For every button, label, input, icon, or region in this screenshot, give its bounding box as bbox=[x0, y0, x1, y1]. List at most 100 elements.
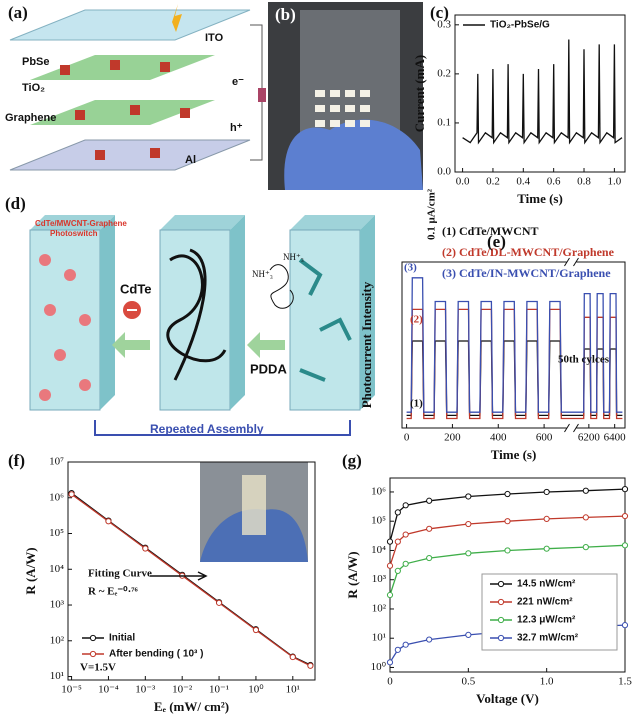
x-tick-label: 600 bbox=[536, 432, 553, 444]
data-point bbox=[69, 492, 74, 497]
y-tick-label: 10⁷ bbox=[49, 456, 64, 468]
legend-marker bbox=[498, 617, 503, 622]
y-tick-label: 10² bbox=[372, 602, 387, 614]
diagram-label: e⁻ bbox=[232, 76, 244, 88]
y-tick-label: 10⁵ bbox=[49, 527, 64, 539]
y-tick-label: 10³ bbox=[50, 599, 65, 611]
x-axis-title: Eₑ (mW/ cm²) bbox=[154, 699, 229, 714]
diagram-label: PbSe bbox=[22, 56, 50, 68]
inset-photo bbox=[200, 462, 308, 562]
diagram-label: CdTe/MWCNT-Graphene bbox=[35, 219, 127, 228]
data-point bbox=[395, 510, 400, 515]
annotation: Fitting Curve bbox=[88, 568, 152, 580]
data-point bbox=[403, 561, 408, 566]
x-tick-label: 10⁻⁵ bbox=[61, 684, 82, 696]
legend-label: (2) CdTe/DL-MWCNT/Graphene bbox=[442, 245, 615, 259]
x-axis-title: Voltage (V) bbox=[476, 691, 539, 706]
y-axis-title: Current (mA) bbox=[412, 55, 427, 132]
panel-b-photo: (b) bbox=[268, 2, 423, 190]
data-line bbox=[463, 40, 622, 143]
y-tick-label: 10⁵ bbox=[371, 515, 386, 527]
legend-label: Initial bbox=[109, 633, 135, 644]
data-point bbox=[427, 637, 432, 642]
axis-break bbox=[566, 424, 576, 432]
data-point bbox=[544, 546, 549, 551]
y-tick-label: 10⁴ bbox=[49, 563, 64, 575]
x-tick-label: 10⁻¹ bbox=[209, 684, 229, 696]
x-tick-label: 10⁻² bbox=[172, 684, 193, 696]
x-tick-label: 10⁻⁴ bbox=[98, 684, 119, 696]
legend-marker bbox=[90, 651, 95, 656]
diagram-label: Al bbox=[185, 154, 196, 166]
panel-label: (b) bbox=[275, 5, 296, 24]
legend-marker bbox=[498, 635, 503, 640]
x-tick-label: 0.0 bbox=[456, 176, 470, 188]
data-point bbox=[505, 491, 510, 496]
axis-break bbox=[564, 258, 578, 432]
data-point bbox=[395, 647, 400, 652]
data-point bbox=[395, 539, 400, 544]
diagram-label: h⁺ bbox=[230, 122, 243, 134]
diagram-label: Repeated Assembly bbox=[150, 422, 264, 436]
data-point bbox=[466, 494, 471, 499]
legend-label: 12.3 μW/cm² bbox=[517, 615, 576, 626]
data-point bbox=[544, 489, 549, 494]
y-tick-label: 10⁶ bbox=[371, 485, 386, 497]
x-tick-label: 10⁻³ bbox=[135, 684, 156, 696]
diagram-label: Graphene bbox=[5, 112, 56, 124]
data-point bbox=[427, 498, 432, 503]
diagram-label: TiO₂ bbox=[22, 82, 45, 94]
y-tick-label: 10¹ bbox=[50, 670, 64, 682]
data-point bbox=[427, 526, 432, 531]
diagram-label: Photoswitch bbox=[50, 229, 98, 238]
x-tick-label: 0 bbox=[404, 432, 410, 444]
data-point bbox=[143, 546, 148, 551]
data-point bbox=[583, 545, 588, 550]
legend-marker bbox=[498, 599, 503, 604]
x-tick-label: 6400 bbox=[604, 432, 627, 444]
x-tick-label: 10⁰ bbox=[248, 684, 264, 696]
y-tick-label: 10¹ bbox=[372, 632, 386, 644]
y-tick-label: 0.0 bbox=[437, 166, 451, 178]
x-tick-label: 1.5 bbox=[618, 676, 632, 688]
diagram-label: NH⁺₃ bbox=[252, 269, 273, 279]
data-point bbox=[387, 592, 392, 597]
annotation: R ~ Eₑ⁻⁰·⁷⁶ bbox=[88, 586, 139, 598]
diagram-label: CdTe bbox=[120, 281, 152, 296]
data-point bbox=[403, 532, 408, 537]
data-point bbox=[622, 623, 627, 628]
legend-label: After bending ( 10³ ) bbox=[109, 649, 203, 660]
panel-label: (e) bbox=[487, 232, 506, 251]
annotation: 50th cylces bbox=[558, 354, 610, 366]
panel-label: (c) bbox=[430, 3, 449, 22]
data-point bbox=[290, 654, 295, 659]
data-point bbox=[403, 503, 408, 508]
data-point bbox=[622, 543, 627, 548]
data-point bbox=[544, 516, 549, 521]
y-axis-title: R (A/W) bbox=[23, 547, 38, 594]
legend-marker bbox=[90, 635, 95, 640]
legend-label: TiO₂-PbSe/G bbox=[490, 20, 550, 31]
data-point bbox=[622, 487, 627, 492]
data-point bbox=[427, 555, 432, 560]
x-tick-label: 0 bbox=[387, 676, 393, 688]
x-axis-title: Time (s) bbox=[491, 447, 537, 462]
y-axis-title: Photocurrent Intensity bbox=[359, 281, 374, 408]
panel-a-diagram: (a) ITO PbSe TiO₂ Graphene Al e⁻ h⁺ bbox=[5, 3, 266, 170]
figure: (a) ITO PbSe TiO₂ Graphene Al e⁻ h⁺ (b) … bbox=[0, 0, 633, 722]
legend-label: 32.7 mW/cm² bbox=[517, 633, 579, 644]
panel-label: (g) bbox=[342, 451, 362, 470]
legend-label: 221 nW/cm² bbox=[517, 597, 573, 608]
y-axis-title: R (A/W) bbox=[345, 551, 360, 598]
x-tick-label: 1.0 bbox=[608, 176, 622, 188]
x-tick-label: 1.0 bbox=[540, 676, 554, 688]
data-point bbox=[403, 642, 408, 647]
data-point bbox=[308, 663, 313, 668]
x-tick-label: 400 bbox=[490, 432, 507, 444]
x-tick-label: 0.8 bbox=[577, 176, 591, 188]
y-tick-label: 0.1 bbox=[437, 116, 451, 128]
diagram-label: PDDA bbox=[250, 361, 287, 376]
legend-marker bbox=[498, 581, 503, 586]
data-point bbox=[387, 660, 392, 665]
x-tick-label: 0.4 bbox=[516, 176, 530, 188]
